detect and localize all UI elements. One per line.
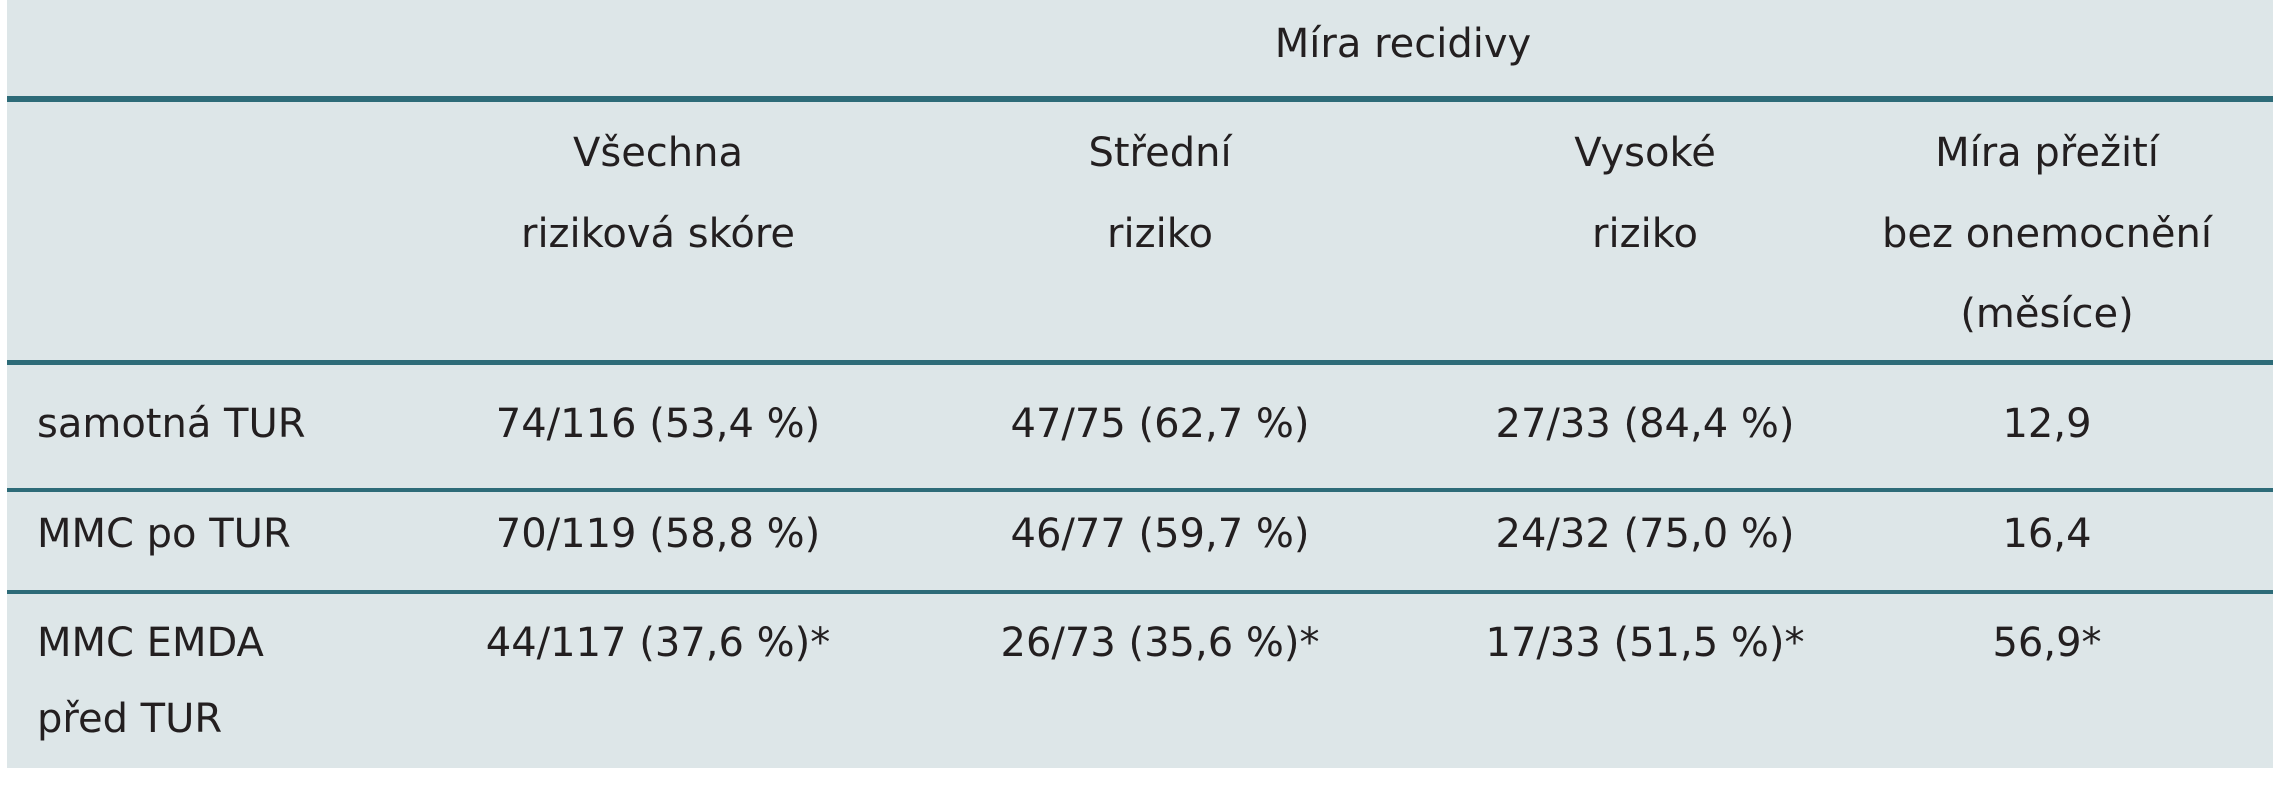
cell: 12,9 (2002, 401, 2092, 447)
rule (7, 590, 2273, 594)
column-header: (měsíce) (1960, 291, 2134, 337)
table-background (7, 0, 2273, 768)
cell: 46/77 (59,7 %) (1010, 511, 1310, 557)
column-header: bez onemocnění (1882, 211, 2212, 257)
column-header: riziková skóre (520, 211, 796, 257)
rule (7, 360, 2273, 365)
cell: 27/33 (84,4 %) (1495, 401, 1795, 447)
rule (7, 96, 2273, 102)
group-header: Míra recidivy (1274, 21, 1532, 67)
column-header: Všechna (572, 130, 744, 176)
cell: 47/75 (62,7 %) (1010, 401, 1310, 447)
cell: 16,4 (2002, 511, 2092, 557)
cell: 44/117 (37,6 %)* (485, 620, 831, 666)
cell: 24/32 (75,0 %) (1495, 511, 1795, 557)
column-header: riziko (1107, 211, 1213, 257)
cell: 74/116 (53,4 %) (495, 401, 821, 447)
cell: 56,9* (1992, 620, 2102, 666)
column-header: Vysoké (1574, 130, 1716, 176)
column-header: Střední (1088, 130, 1232, 176)
column-header: riziko (1592, 211, 1698, 257)
cell: 70/119 (58,8 %) (495, 511, 821, 557)
row-label: před TUR (37, 696, 223, 742)
row-label: MMC EMDA (37, 620, 264, 666)
column-header: Míra přežití (1935, 130, 2159, 176)
row-label: MMC po TUR (37, 511, 291, 557)
rule (7, 488, 2273, 492)
cell: 17/33 (51,5 %)* (1485, 620, 1805, 666)
cell: 26/73 (35,6 %)* (1000, 620, 1320, 666)
row-label: samotná TUR (37, 401, 306, 447)
